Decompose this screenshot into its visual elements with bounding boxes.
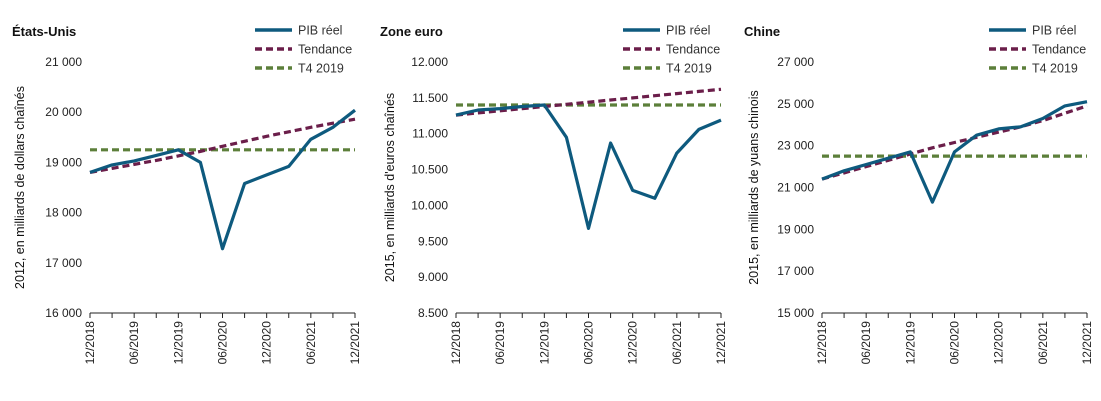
y-tick-label: 21 000	[777, 181, 814, 195]
chart-title: Zone euro	[380, 24, 443, 39]
x-tick-label: 06/2019	[859, 321, 873, 365]
x-tick-label: 12/2020	[992, 321, 1006, 365]
y-tick-label: 19 000	[777, 222, 814, 236]
x-tick-label: 06/2021	[1036, 321, 1050, 365]
y-tick-label: 20 000	[45, 105, 82, 119]
y-tick-label: 17 000	[777, 264, 814, 278]
series-line-trend	[89, 117, 356, 174]
y-tick-label: 10.000	[411, 198, 448, 212]
y-tick-label: 27 000	[777, 55, 814, 69]
x-tick-label: 06/2020	[216, 321, 230, 365]
legend-label-trend: Tendance	[298, 43, 352, 57]
x-tick-label: 12/2021	[1080, 321, 1094, 365]
series-line-real-gdp	[821, 100, 1088, 204]
series-line-trend	[455, 87, 722, 117]
y-tick-label: 10.500	[411, 163, 448, 177]
y-axis-label: 2015, en milliards de yuans chinois	[747, 90, 761, 285]
x-tick-label: 06/2020	[948, 321, 962, 365]
legend-label-real-gdp: PIB réel	[1032, 24, 1076, 38]
x-tick-label: 12/2018	[815, 321, 829, 365]
legend-label-q4-2019: T4 2019	[666, 62, 712, 76]
legend-label-real-gdp: PIB réel	[666, 24, 710, 38]
x-tick-label: 12/2021	[348, 321, 362, 365]
x-tick-label: 06/2021	[304, 321, 318, 365]
y-tick-label: 18 000	[45, 206, 82, 220]
series-line-trend	[821, 104, 1088, 181]
x-tick-label: 12/2020	[260, 321, 274, 365]
x-tick-label: 12/2019	[537, 321, 551, 365]
y-tick-label: 16 000	[45, 306, 82, 320]
chart-title: États-Unis	[12, 24, 76, 39]
y-tick-label: 23 000	[777, 139, 814, 153]
x-tick-label: 12/2019	[903, 321, 917, 365]
legend-label-real-gdp: PIB réel	[298, 24, 342, 38]
y-tick-label: 9.000	[418, 270, 448, 284]
y-tick-label: 15 000	[777, 306, 814, 320]
x-tick-label: 06/2019	[127, 321, 141, 365]
series-line-real-gdp	[89, 108, 356, 251]
x-tick-label: 12/2019	[171, 321, 185, 365]
legend-label-trend: Tendance	[666, 43, 720, 57]
x-tick-label: 12/2018	[83, 321, 97, 365]
legend-label-q4-2019: T4 2019	[1032, 62, 1078, 76]
series-line-real-gdp	[455, 103, 722, 230]
legend-label-trend: Tendance	[1032, 43, 1086, 57]
x-tick-label: 12/2020	[626, 321, 640, 365]
legend-label-q4-2019: T4 2019	[298, 62, 344, 76]
y-tick-label: 25 000	[777, 97, 814, 111]
y-tick-label: 17 000	[45, 256, 82, 270]
y-axis-label: 2015, en milliards d'euros chaînés	[383, 93, 397, 282]
eurozone-gdp-chart: Zone euro PIB réel Tendance T4 2019 8.500 9.0…	[380, 24, 728, 365]
x-tick-label: 06/2021	[670, 321, 684, 365]
china-gdp-chart: Chine PIB réel Tendance T4 2019 15 000 17 000…	[744, 24, 1094, 365]
y-tick-label: 11.000	[412, 127, 448, 141]
chart-title: Chine	[744, 24, 780, 39]
x-tick-label: 06/2019	[493, 321, 507, 365]
y-tick-label: 21 000	[45, 55, 82, 69]
y-tick-label: 8.500	[418, 306, 448, 320]
x-tick-label: 06/2020	[582, 321, 596, 365]
y-axis-label: 2012, en milliards de dollars chaînés	[13, 86, 27, 289]
x-tick-label: 12/2021	[714, 321, 728, 365]
y-tick-label: 11.500	[412, 91, 448, 105]
x-tick-label: 12/2018	[449, 321, 463, 365]
y-tick-label: 9.500	[418, 234, 448, 248]
y-tick-label: 19 000	[45, 155, 82, 169]
y-tick-label: 12.000	[411, 55, 448, 69]
